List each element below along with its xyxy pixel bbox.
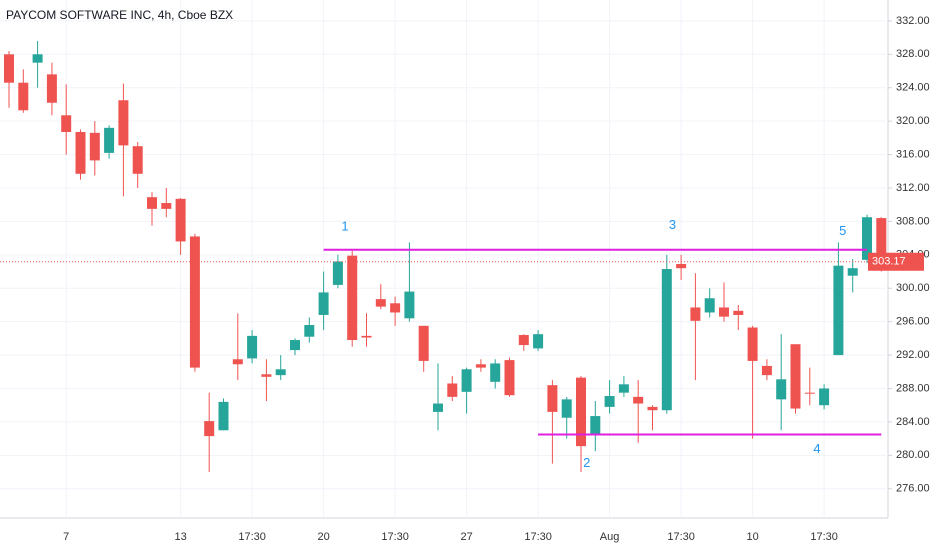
candle-body (747, 327, 758, 361)
candle-body (847, 268, 858, 276)
candle-body (247, 335, 258, 359)
candle-body (661, 269, 672, 411)
candle-body (218, 401, 229, 431)
x-tick-label: 10 (746, 531, 758, 543)
y-tick-label: 276.00 (896, 483, 930, 495)
candle-body (204, 421, 215, 437)
candle-body (32, 54, 43, 63)
candle-body (61, 115, 72, 133)
x-tick-label: 17:30 (381, 531, 409, 543)
y-tick-label: 308.00 (896, 215, 930, 227)
candle-body (561, 399, 572, 418)
candle-body (576, 377, 586, 447)
candle-body (862, 217, 872, 260)
candle-body (590, 416, 601, 436)
candle-body (633, 396, 644, 404)
candle-body (147, 197, 157, 209)
candle-body (132, 146, 143, 174)
candle-body (833, 265, 844, 356)
candle-body (361, 335, 372, 338)
candle-body (404, 291, 415, 319)
x-tick-label: 7 (63, 531, 69, 543)
grid (0, 0, 888, 518)
candle-body (776, 379, 787, 400)
candle-body (604, 396, 615, 407)
annotation: 2 (583, 455, 590, 470)
chart-title: PAYCOM SOFTWARE INC, 4h, Cboe BZX (6, 8, 233, 22)
annotation: 3 (669, 217, 676, 232)
y-tick-label: 288.00 (896, 382, 930, 394)
last-price-label: 303.17 (872, 256, 906, 268)
candle-body (876, 218, 887, 262)
y-tick-label: 300.00 (896, 282, 930, 294)
candle-body (175, 198, 186, 242)
candle-body (161, 203, 172, 209)
candle-body (304, 325, 315, 337)
x-tick-label: 27 (460, 531, 472, 543)
last-price-box (868, 252, 924, 271)
candle-body (375, 299, 386, 307)
candle-body (318, 292, 329, 315)
y-tick-label: 316.00 (896, 148, 930, 160)
candle-body (475, 364, 486, 368)
candle-body (719, 307, 729, 317)
y-tick-label: 296.00 (896, 316, 930, 328)
candle-body (18, 82, 29, 111)
candle-body (518, 335, 529, 346)
candle-body (533, 334, 544, 349)
candle-body (347, 255, 358, 341)
candle-body (761, 365, 772, 376)
y-tick-label: 284.00 (896, 416, 930, 428)
candle-body (4, 54, 14, 83)
y-tick-label: 280.00 (896, 449, 930, 461)
x-tick-label: 17:30 (524, 531, 552, 543)
candle-body (390, 303, 401, 313)
candle-body (618, 384, 629, 393)
annotation: 5 (839, 223, 846, 238)
y-tick-label: 320.00 (896, 115, 930, 127)
candle-body (804, 392, 815, 394)
candle-body (232, 359, 243, 365)
candle-body (819, 388, 830, 406)
candle-body (275, 369, 286, 376)
x-tick-label: Aug (600, 531, 620, 543)
x-tick-label: 20 (317, 531, 329, 543)
plot (4, 40, 887, 473)
y-tick-label: 312.00 (896, 182, 930, 194)
y-tick-label: 332.00 (896, 15, 930, 27)
x-tick-label: 17:30 (667, 531, 695, 543)
candle-body (433, 403, 443, 412)
annotation: 4 (813, 441, 820, 456)
y-tick-label: 328.00 (896, 48, 930, 60)
candle-body (690, 307, 701, 321)
candle-body (290, 340, 300, 351)
x-tick-label: 13 (174, 531, 186, 543)
candle-body (704, 298, 715, 313)
y-tick-label: 324.00 (896, 82, 930, 94)
candle-body (447, 383, 458, 397)
candle-body (547, 385, 558, 412)
candle-body (89, 132, 100, 161)
candle-body (418, 325, 429, 361)
x-tick-label: 17:30 (238, 531, 266, 543)
candle-body (332, 261, 343, 285)
candle-body (261, 374, 272, 377)
candle-body (46, 74, 57, 103)
annotation: 1 (341, 219, 348, 234)
candle-body (461, 369, 472, 392)
candle-body (104, 127, 115, 153)
y-tick-label: 292.00 (896, 349, 930, 361)
candle-body (504, 360, 515, 396)
x-tick-label: 17:30 (810, 531, 838, 543)
candle-body (676, 264, 687, 269)
candle-body (118, 100, 129, 146)
candle-body (790, 344, 801, 409)
candle-body (189, 236, 200, 368)
candle-body (75, 132, 86, 174)
candle-body (733, 310, 744, 315)
candle-body (490, 363, 501, 382)
candle-body (647, 406, 658, 411)
